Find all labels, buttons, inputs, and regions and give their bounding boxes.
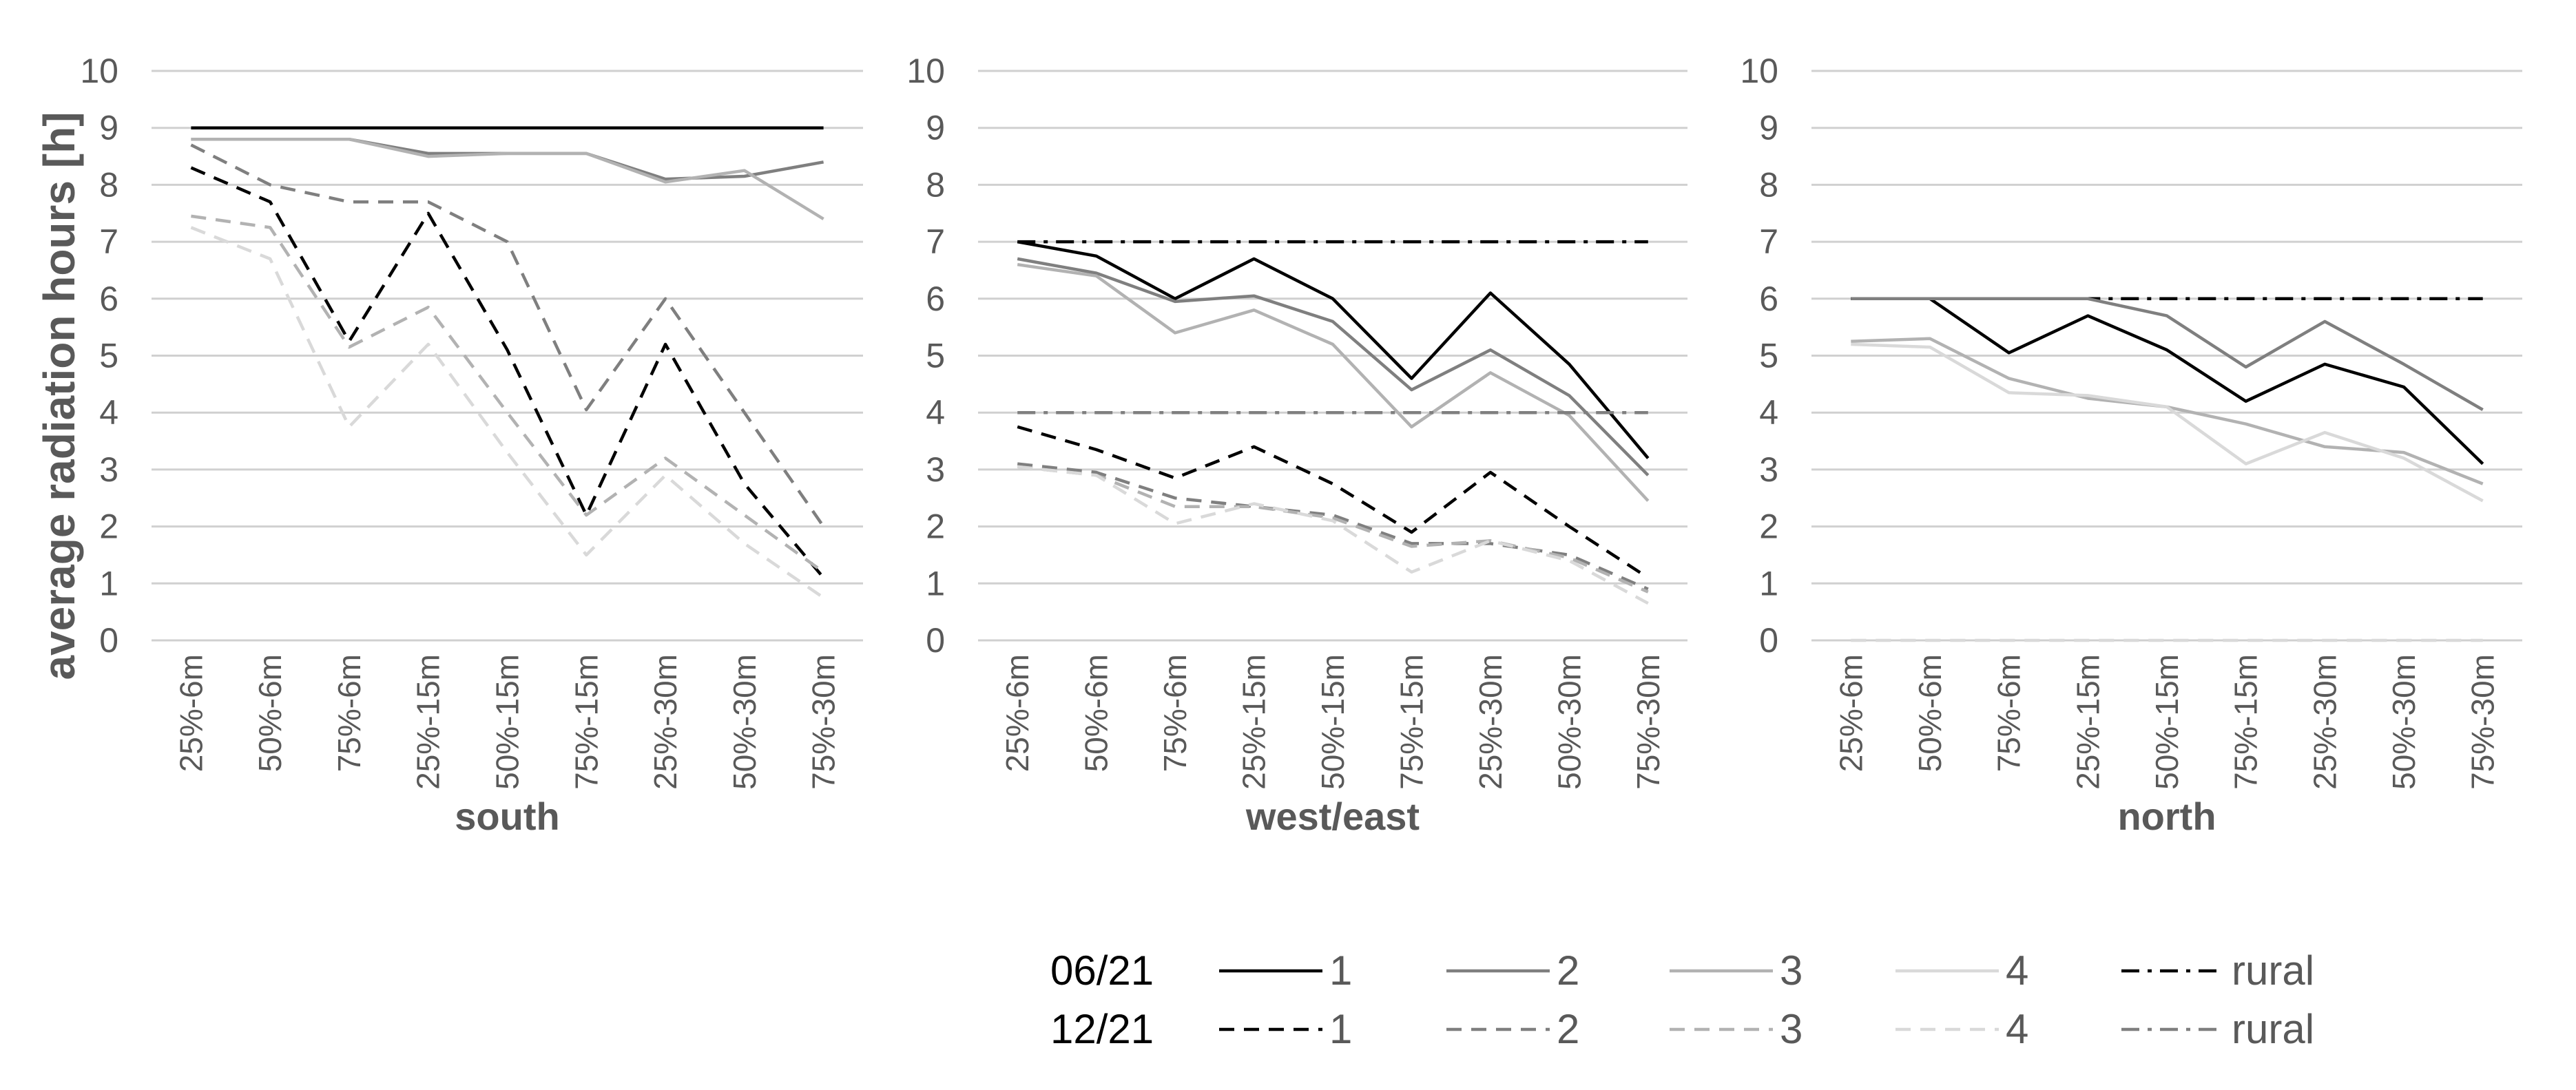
series-line-06-21-3 <box>191 137 824 220</box>
y-tick-label: 10 <box>80 52 118 90</box>
x-tick-label: 25%-15m <box>411 654 446 790</box>
y-tick-label: 4 <box>1759 393 1778 432</box>
x-tick-label: 25%-30m <box>1473 654 1508 790</box>
y-tick-label: 1 <box>1759 564 1778 602</box>
y-tick-label: 8 <box>99 165 118 204</box>
y-axis-title: average radiation hours [h] <box>34 112 84 680</box>
y-tick-label: 3 <box>926 450 945 489</box>
y-tick-label: 0 <box>99 621 118 660</box>
y-tick-label: 2 <box>99 507 118 546</box>
y-tick-label: 2 <box>1759 507 1778 546</box>
y-tick-label: 1 <box>99 564 118 602</box>
y-tick-label: 9 <box>1759 109 1778 147</box>
series-line-12-21-2 <box>190 143 825 527</box>
x-tick-label: 75%-30m <box>1630 654 1666 790</box>
x-tick-label: 75%-6m <box>1157 654 1193 772</box>
x-tick-label: 75%-15m <box>1393 654 1429 790</box>
series-line-12-21-2 <box>1017 462 1649 591</box>
y-tick-label: 0 <box>1759 621 1778 660</box>
x-tick-label: 50%-15m <box>490 654 526 790</box>
legend-label: 3 <box>1780 1006 1803 1052</box>
y-tick-label: 5 <box>926 337 945 375</box>
y-tick-label: 4 <box>99 393 118 432</box>
y-tick-label: 6 <box>1759 280 1778 318</box>
legend-label: 4 <box>2006 947 2028 994</box>
y-tick-label: 0 <box>926 621 945 660</box>
x-tick-label: 75%-30m <box>806 654 842 790</box>
x-tick-label: 75%-30m <box>2465 654 2501 790</box>
panel-title: west/east <box>1245 795 1420 838</box>
series-line-12-21-1 <box>190 166 825 579</box>
x-tick-label: 50%-30m <box>2386 654 2422 790</box>
legend-date: 12/21 <box>1050 1006 1154 1052</box>
y-tick-label: 5 <box>99 337 118 375</box>
series-line-12-21-3 <box>1017 465 1649 594</box>
x-tick-label: 50%-6m <box>1912 654 1948 772</box>
y-tick-label: 10 <box>1740 52 1778 90</box>
series-line-12-21-3 <box>191 214 824 574</box>
y-tick-label: 4 <box>926 393 945 432</box>
series-line-06-21-3 <box>1851 337 2484 485</box>
panel-title: north <box>2117 795 2216 838</box>
x-tick-label: 50%-30m <box>727 654 762 790</box>
y-tick-label: 7 <box>99 222 118 261</box>
legend-label: 4 <box>2006 1006 2028 1052</box>
x-tick-label: 75%-15m <box>2228 654 2264 790</box>
series-line-06-21-1 <box>1017 240 1650 459</box>
legend-label: 1 <box>1329 947 1352 994</box>
y-tick-label: 6 <box>926 280 945 318</box>
y-tick-label: 7 <box>1759 222 1778 261</box>
x-tick-label: 50%-30m <box>1551 654 1587 790</box>
series-line-12-21-4 <box>1017 465 1649 605</box>
y-tick-label: 1 <box>926 564 945 602</box>
x-tick-label: 25%-30m <box>2307 654 2343 790</box>
x-tick-label: 25%-15m <box>2070 654 2106 790</box>
legend-label: rural <box>2232 1006 2314 1052</box>
x-tick-label: 50%-15m <box>2149 654 2185 790</box>
x-tick-label: 75%-6m <box>1991 654 2027 772</box>
legend-label: 2 <box>1557 947 1579 994</box>
x-tick-label: 25%-6m <box>173 654 209 772</box>
series-line-06-21-1 <box>1851 297 2484 465</box>
x-tick-label: 25%-6m <box>999 654 1035 772</box>
x-tick-label: 50%-6m <box>1079 654 1114 772</box>
y-tick-label: 2 <box>926 507 945 546</box>
y-tick-label: 8 <box>926 165 945 204</box>
series-line-06-21-4 <box>1851 342 2484 503</box>
x-tick-label: 50%-6m <box>252 654 288 772</box>
legend-label: 2 <box>1557 1006 1579 1052</box>
y-tick-label: 3 <box>99 450 118 489</box>
y-tick-label: 9 <box>926 109 945 147</box>
legend-label: 3 <box>1780 947 1803 994</box>
y-tick-label: 9 <box>99 109 118 147</box>
x-tick-label: 25%-30m <box>647 654 683 790</box>
y-tick-label: 6 <box>99 280 118 318</box>
series-line-12-21-4 <box>190 226 824 599</box>
y-tick-label: 3 <box>1759 450 1778 489</box>
legend-date: 06/21 <box>1050 947 1154 994</box>
legend-label: 1 <box>1329 1006 1352 1052</box>
panel-title: south <box>455 795 559 838</box>
series-line-12-21-1 <box>1017 425 1650 579</box>
y-tick-label: 10 <box>906 52 945 90</box>
legend-label: rural <box>2232 947 2314 994</box>
x-tick-label: 75%-6m <box>331 654 367 772</box>
series-line-06-21-2 <box>1017 257 1650 476</box>
series-line-06-21-3 <box>1017 262 1650 502</box>
x-tick-label: 50%-15m <box>1315 654 1351 790</box>
y-tick-label: 5 <box>1759 337 1778 375</box>
y-tick-label: 7 <box>926 222 945 261</box>
x-tick-label: 25%-15m <box>1236 654 1272 790</box>
x-tick-label: 25%-6m <box>1833 654 1869 772</box>
y-tick-label: 8 <box>1759 165 1778 204</box>
x-tick-label: 75%-15m <box>568 654 604 790</box>
series-line-06-21-2 <box>1851 297 2484 412</box>
